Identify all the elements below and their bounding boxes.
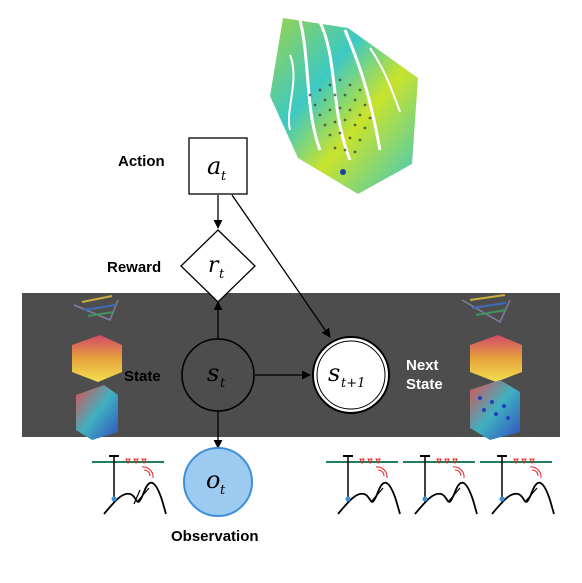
edge-action-to-next-state xyxy=(231,194,331,338)
reward-sub: t xyxy=(219,267,225,282)
action-label: Action xyxy=(118,153,165,170)
state-symbol: s xyxy=(207,359,219,387)
next-state-symbol: s xyxy=(328,359,340,387)
state-label: State xyxy=(124,368,161,385)
geologic-model-stack-icon xyxy=(72,295,122,440)
action-node xyxy=(188,137,248,195)
reward-symbol: r xyxy=(208,253,220,278)
reward-label: Reward xyxy=(107,259,161,276)
next-state-node xyxy=(312,336,390,414)
observation-label: Observation xyxy=(171,528,259,545)
subsurface-property-map-icon xyxy=(270,18,418,194)
action-symbol: a xyxy=(207,152,221,180)
model-field-right xyxy=(470,380,520,440)
well-seismic-survey-icon-3 xyxy=(480,455,555,515)
action-sub: t xyxy=(221,169,227,184)
model-lines-right xyxy=(461,294,511,324)
well-seismic-survey-icon-1 xyxy=(326,455,401,515)
model-block-left xyxy=(72,335,122,382)
geologic-model-stack-icon-right xyxy=(461,294,522,440)
observation-symbol: o xyxy=(206,466,220,494)
observation-node xyxy=(183,447,253,517)
next-state-label-line2: State xyxy=(406,376,443,393)
model-lines-left xyxy=(73,295,119,321)
state-node xyxy=(181,338,255,412)
next-state-label-line1: Next xyxy=(406,357,439,374)
observation-sub: t xyxy=(220,483,226,498)
reward-node xyxy=(180,229,256,303)
state-sub: t xyxy=(220,376,226,391)
well-seismic-survey-icon-2 xyxy=(403,455,478,515)
model-field-left xyxy=(76,385,118,440)
well-seismic-survey-icon xyxy=(92,455,167,515)
next-state-sub: t+1 xyxy=(341,376,365,391)
model-block-right xyxy=(470,335,522,382)
